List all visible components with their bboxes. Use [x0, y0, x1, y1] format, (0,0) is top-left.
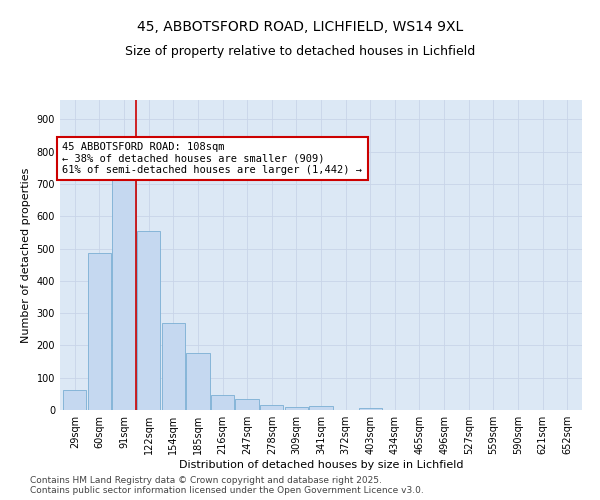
Text: Size of property relative to detached houses in Lichfield: Size of property relative to detached ho… — [125, 45, 475, 58]
Bar — [88, 254, 111, 410]
Bar — [260, 405, 283, 410]
Bar — [359, 408, 382, 410]
Y-axis label: Number of detached properties: Number of detached properties — [21, 168, 31, 342]
Bar — [211, 394, 234, 410]
Text: Contains HM Land Registry data © Crown copyright and database right 2025.
Contai: Contains HM Land Registry data © Crown c… — [30, 476, 424, 495]
Bar — [63, 390, 86, 410]
Bar — [310, 406, 332, 410]
Bar — [112, 174, 136, 410]
Bar — [161, 323, 185, 410]
Text: 45, ABBOTSFORD ROAD, LICHFIELD, WS14 9XL: 45, ABBOTSFORD ROAD, LICHFIELD, WS14 9XL — [137, 20, 463, 34]
Text: 45 ABBOTSFORD ROAD: 108sqm
← 38% of detached houses are smaller (909)
61% of sem: 45 ABBOTSFORD ROAD: 108sqm ← 38% of deta… — [62, 142, 362, 175]
Bar — [284, 407, 308, 410]
Bar — [186, 354, 209, 410]
Bar — [235, 399, 259, 410]
X-axis label: Distribution of detached houses by size in Lichfield: Distribution of detached houses by size … — [179, 460, 463, 470]
Bar — [137, 232, 160, 410]
